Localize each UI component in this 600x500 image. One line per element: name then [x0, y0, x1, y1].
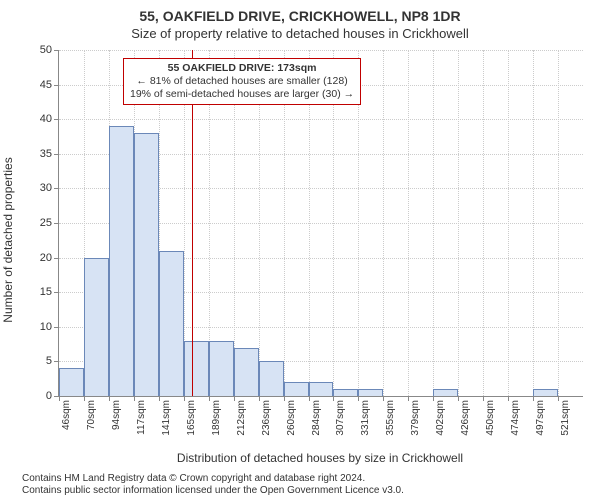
ytick-label: 35: [22, 148, 52, 160]
ytick-mark: [54, 327, 59, 328]
histogram-bar: [259, 361, 284, 396]
ytick-mark: [54, 292, 59, 293]
histogram-bar: [358, 389, 383, 396]
x-axis-label: Distribution of detached houses by size …: [60, 451, 580, 465]
xtick-label: 497sqm: [535, 400, 546, 436]
ytick-label: 0: [22, 390, 52, 402]
xtick-mark: [558, 396, 559, 401]
xtick-mark: [184, 396, 185, 401]
histogram-bar: [209, 341, 234, 396]
ytick-mark: [54, 50, 59, 51]
xtick-label: 189sqm: [211, 400, 222, 436]
ytick-mark: [54, 154, 59, 155]
xtick-mark: [209, 396, 210, 401]
annotation-line2: ← 81% of detached houses are smaller (12…: [130, 75, 354, 88]
xtick-mark: [284, 396, 285, 401]
xtick-mark: [159, 396, 160, 401]
ytick-label: 15: [22, 286, 52, 298]
gridline-v: [558, 50, 559, 396]
histogram-bar: [159, 251, 184, 396]
ytick-label: 20: [22, 252, 52, 264]
xtick-label: 165sqm: [186, 400, 197, 436]
xtick-label: 521sqm: [560, 400, 571, 436]
gridline-v: [383, 50, 384, 396]
xtick-label: 284sqm: [311, 400, 322, 436]
ytick-label: 40: [22, 113, 52, 125]
xtick-mark: [508, 396, 509, 401]
chart-container: 55, OAKFIELD DRIVE, CRICKHOWELL, NP8 1DR…: [0, 0, 600, 500]
xtick-label: 94sqm: [111, 400, 122, 430]
gridline-h: [59, 50, 583, 51]
xtick-mark: [533, 396, 534, 401]
gridline-h: [59, 119, 583, 120]
gridline-v: [458, 50, 459, 396]
histogram-bar: [234, 348, 259, 396]
xtick-label: 260sqm: [286, 400, 297, 436]
ytick-label: 50: [22, 44, 52, 56]
gridline-v: [508, 50, 509, 396]
annotation-line3: 19% of semi-detached houses are larger (…: [130, 88, 354, 101]
annotation-line1: 55 OAKFIELD DRIVE: 173sqm: [130, 62, 354, 75]
xtick-mark: [259, 396, 260, 401]
histogram-bar: [333, 389, 358, 396]
ytick-mark: [54, 223, 59, 224]
ytick-mark: [54, 258, 59, 259]
annotation-box: 55 OAKFIELD DRIVE: 173sqm← 81% of detach…: [123, 58, 361, 105]
histogram-bar: [533, 389, 558, 396]
histogram-bar: [433, 389, 458, 396]
ytick-label: 5: [22, 355, 52, 367]
ytick-mark: [54, 188, 59, 189]
xtick-label: 474sqm: [510, 400, 521, 436]
xtick-label: 379sqm: [410, 400, 421, 436]
ytick-mark: [54, 361, 59, 362]
histogram-bar: [134, 133, 159, 396]
xtick-label: 70sqm: [86, 400, 97, 430]
histogram-bar: [284, 382, 309, 396]
xtick-label: 426sqm: [460, 400, 471, 436]
xtick-mark: [109, 396, 110, 401]
ytick-label: 30: [22, 182, 52, 194]
histogram-bar: [309, 382, 334, 396]
xtick-label: 402sqm: [435, 400, 446, 436]
footer-line-1: Contains HM Land Registry data © Crown c…: [22, 473, 365, 484]
xtick-mark: [234, 396, 235, 401]
histogram-bar: [184, 341, 209, 396]
xtick-label: 450sqm: [485, 400, 496, 436]
chart-title-sub: Size of property relative to detached ho…: [0, 26, 600, 41]
xtick-label: 307sqm: [335, 400, 346, 436]
gridline-v: [533, 50, 534, 396]
xtick-mark: [309, 396, 310, 401]
xtick-label: 46sqm: [61, 400, 72, 430]
ytick-label: 25: [22, 217, 52, 229]
gridline-v: [433, 50, 434, 396]
xtick-mark: [134, 396, 135, 401]
xtick-label: 141sqm: [161, 400, 172, 436]
plot-area: 0510152025303540455046sqm70sqm94sqm117sq…: [58, 50, 582, 396]
ytick-label: 10: [22, 321, 52, 333]
chart-title-main: 55, OAKFIELD DRIVE, CRICKHOWELL, NP8 1DR: [0, 8, 600, 24]
ytick-mark: [54, 119, 59, 120]
xtick-label: 331sqm: [360, 400, 371, 436]
gridline-v: [483, 50, 484, 396]
ytick-label: 45: [22, 79, 52, 91]
ytick-mark: [54, 85, 59, 86]
xtick-label: 236sqm: [261, 400, 272, 436]
gridline-v: [408, 50, 409, 396]
xtick-label: 355sqm: [385, 400, 396, 436]
y-axis-label: Number of detached properties: [1, 157, 15, 322]
xtick-label: 212sqm: [236, 400, 247, 436]
footer-line-2: Contains public sector information licen…: [22, 485, 404, 496]
xtick-mark: [59, 396, 60, 401]
histogram-bar: [59, 368, 84, 396]
xtick-mark: [84, 396, 85, 401]
xtick-label: 117sqm: [136, 400, 147, 435]
histogram-bar: [109, 126, 134, 396]
histogram-bar: [84, 258, 109, 396]
